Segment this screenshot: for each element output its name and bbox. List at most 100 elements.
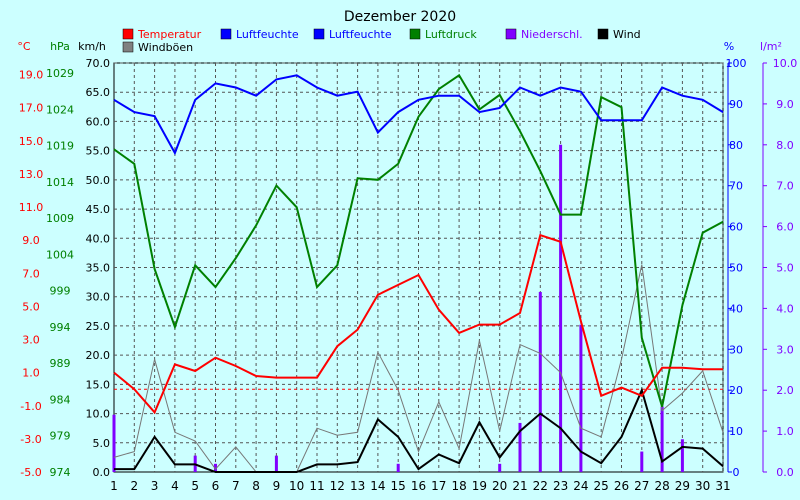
temp-tick-label: -1.0 — [20, 400, 41, 413]
series-line-temperatur — [113, 233, 723, 415]
temp-tick-label: 9.0 — [22, 234, 40, 247]
hum-tick-label: 80 — [729, 139, 743, 152]
legend-swatch — [597, 28, 609, 40]
temp-axis-label: °C — [17, 40, 31, 53]
chart-title: Dezember 2020 — [344, 9, 456, 25]
rain-tick-label: 9.0 — [776, 98, 794, 111]
x-tick-label: 17 — [431, 479, 446, 493]
x-tick-label: 5 — [191, 479, 199, 493]
hum-tick-label: 50 — [729, 262, 743, 275]
series-bars — [112, 144, 684, 472]
hum-tick-label: 20 — [729, 384, 743, 397]
series-line-luftfeuchte — [113, 74, 724, 156]
x-tick-label: 15 — [391, 479, 406, 493]
hum-tick-label: 70 — [729, 180, 743, 193]
x-tick-label: 11 — [309, 479, 324, 493]
wind-tick-label: 70.0 — [86, 57, 111, 70]
x-tick-label: 9 — [273, 479, 281, 493]
x-tick-label: 29 — [675, 479, 690, 493]
rain-tick-label: 1.0 — [776, 425, 794, 438]
temp-tick-label: 5.0 — [22, 300, 40, 313]
x-tick-label: 10 — [289, 479, 304, 493]
wind-tick-label: 30.0 — [86, 291, 111, 304]
x-tick-label: 22 — [533, 479, 548, 493]
series-line-luftdruck — [113, 73, 724, 407]
x-tick-label: 24 — [573, 479, 588, 493]
hum-tick-label: 10 — [729, 425, 743, 438]
x-tick-label: 7 — [232, 479, 240, 493]
legend: Temperatur Luftfeuchte Luftfeuchte Luftdruc… — [122, 28, 641, 54]
legend-swatch — [122, 28, 134, 40]
x-tick-label: 26 — [614, 479, 629, 493]
x-tick-label: 14 — [370, 479, 385, 493]
x-tick-label: 30 — [695, 479, 710, 493]
grid — [114, 62, 724, 472]
wind-tick-label: 20.0 — [86, 349, 111, 362]
series-group — [112, 73, 724, 473]
hum-tick-label: 100 — [726, 57, 747, 70]
x-tick-label: 28 — [654, 479, 669, 493]
series-line-wind — [114, 387, 724, 473]
legend-swatch — [505, 28, 517, 40]
wind-tick-label: 55.0 — [86, 145, 111, 158]
press-tick-label: 1019 — [46, 140, 74, 153]
x-tick-label: 3 — [151, 479, 159, 493]
rain-tick-label: 8.0 — [776, 139, 794, 152]
legend-label: Niederschl. — [521, 28, 583, 41]
rain-tick-label: 6.0 — [776, 221, 794, 234]
legend-label: Luftdruck — [425, 28, 477, 41]
rain-tick-label: 10.0 — [773, 57, 798, 70]
wind-tick-label: 60.0 — [86, 115, 111, 128]
x-tick-label: 31 — [715, 479, 730, 493]
press-tick-label: 1004 — [46, 248, 74, 261]
legend-swatch — [409, 28, 421, 40]
wind-tick-label: 25.0 — [86, 320, 111, 333]
press-tick-label: 1009 — [46, 212, 74, 225]
legend-label: Wind — [613, 28, 641, 41]
x-tick-label: 18 — [451, 479, 466, 493]
hum-tick-label: 0 — [733, 466, 740, 479]
press-tick-label: 974 — [50, 466, 71, 479]
temp-tick-label: 11.0 — [19, 201, 44, 214]
x-tick-label: 16 — [411, 479, 426, 493]
hum-axis-label: % — [724, 40, 734, 53]
legend-label: Luftfeuchte — [329, 28, 392, 41]
hum-tick-label: 90 — [729, 98, 743, 111]
x-tick-label: 4 — [171, 479, 179, 493]
wind-axis-label: km/h — [78, 40, 106, 53]
temp-tick-label: 19.0 — [19, 69, 44, 82]
wind-tick-label: 10.0 — [86, 408, 111, 421]
wind-tick-label: 65.0 — [86, 86, 111, 99]
temp-tick-label: 7.0 — [22, 267, 40, 280]
temp-tick-label: -3.0 — [20, 433, 41, 446]
temp-tick-label: -5.0 — [20, 466, 41, 479]
x-tick-label: 23 — [553, 479, 568, 493]
x-tick-label: 27 — [634, 479, 649, 493]
legend-label: Luftfeuchte — [236, 28, 299, 41]
wind-tick-label: 15.0 — [86, 378, 111, 391]
temp-tick-label: 13.0 — [19, 168, 44, 181]
wind-tick-label: 50.0 — [86, 174, 111, 187]
legend-swatch — [220, 28, 232, 40]
wind-tick-label: 0.0 — [93, 466, 111, 479]
hum-tick-label: 40 — [729, 302, 743, 315]
temp-tick-label: 15.0 — [19, 135, 44, 148]
rain-tick-label: 0.0 — [776, 466, 794, 479]
x-tick-label: 13 — [350, 479, 365, 493]
rain-tick-label: 2.0 — [776, 384, 794, 397]
temp-tick-label: 17.0 — [19, 102, 44, 115]
x-tick-label: 20 — [492, 479, 507, 493]
wind-tick-label: 40.0 — [86, 232, 111, 245]
wind-tick-label: 45.0 — [86, 203, 111, 216]
legend-label: Windböen — [138, 41, 193, 54]
press-tick-label: 984 — [50, 393, 71, 406]
rain-axis-label: l/m² — [760, 40, 782, 53]
temp-tick-label: 3.0 — [22, 334, 40, 347]
x-tick-label: 6 — [212, 479, 220, 493]
x-tick-label: 8 — [252, 479, 260, 493]
rain-tick-label: 5.0 — [776, 262, 794, 275]
x-tick-label: 21 — [512, 479, 527, 493]
rain-tick-label: 3.0 — [776, 343, 794, 356]
